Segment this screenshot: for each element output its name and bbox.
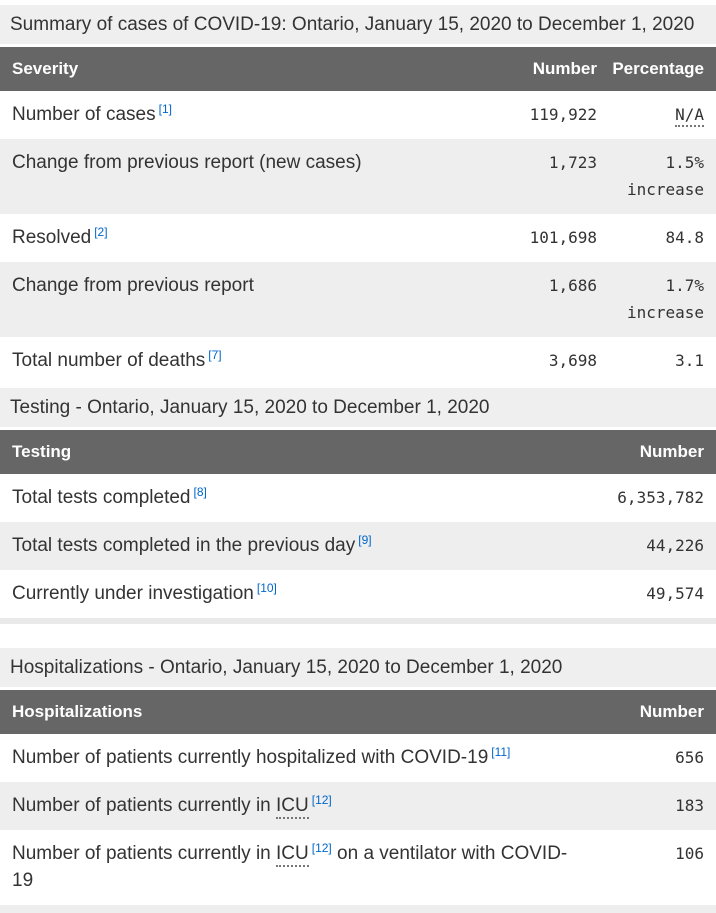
label-text: Total tests completed in the previous da… — [12, 535, 356, 556]
row-label: Currently under investigation [10] — [0, 570, 576, 618]
label-text: Number of cases — [12, 104, 156, 125]
column-header-number: Number — [485, 47, 597, 91]
table-row: Number of patients currently hospitalize… — [0, 734, 716, 782]
hospitalizations-section: Hospitalizations - Ontario, January 15, … — [0, 648, 716, 913]
footnote-link[interactable]: [10] — [256, 580, 277, 595]
label-text: Currently under investigation — [12, 583, 254, 604]
summary-header-row: Severity Number Percentage — [0, 47, 716, 91]
row-percentage-value: 1.5% increase — [626, 153, 704, 199]
partial-next-row — [0, 905, 716, 913]
row-percentage-value: 1.7% increase — [626, 276, 704, 322]
summary-table-caption: Summary of cases of COVID-19: Ontario, J… — [0, 5, 716, 44]
row-number-value: 106 — [675, 844, 704, 863]
table-row: Number of cases [1] 119,922 N/A — [0, 91, 716, 139]
row-label: Number of patients currently in ICU [12] — [0, 782, 576, 830]
row-number-value: 44,226 — [646, 536, 704, 555]
abbreviation[interactable]: N/A — [675, 105, 704, 127]
footnote-link[interactable]: [8] — [193, 484, 207, 499]
hospitalizations-table-caption: Hospitalizations - Ontario, January 15, … — [0, 648, 716, 687]
row-label: Resolved [2] — [0, 214, 485, 262]
footnote-link[interactable]: [11] — [491, 744, 511, 759]
row-number-value: 3,698 — [548, 351, 597, 370]
hospitalizations-table: Hospitalizations Number Number of patien… — [0, 690, 716, 905]
testing-header-row: Testing Number — [0, 430, 716, 474]
hospitalizations-header-row: Hospitalizations Number — [0, 690, 716, 734]
footnote-link[interactable]: [7] — [208, 347, 222, 362]
row-number-value: 656 — [675, 748, 704, 767]
row-label: Number of patients currently in ICU [12] … — [0, 830, 576, 905]
row-number-value: 49,574 — [646, 584, 704, 603]
footnote-link[interactable]: [1] — [158, 101, 172, 116]
column-header-testing: Testing — [0, 430, 576, 474]
testing-table-caption: Testing - Ontario, January 15, 2020 to D… — [0, 388, 716, 427]
label-text: Number of patients currently hospitalize… — [12, 747, 489, 768]
label-text: Number of patients currently in — [12, 795, 277, 816]
row-percentage-value: 84.8 — [665, 228, 704, 247]
row-percentage-value: 3.1 — [675, 351, 704, 370]
column-header-severity: Severity — [0, 47, 485, 91]
table-row: Total tests completed in the previous da… — [0, 522, 716, 570]
label-text: Number of patients currently in — [12, 843, 277, 864]
label-text: Resolved — [12, 227, 92, 248]
column-header-hospitalizations: Hospitalizations — [0, 690, 576, 734]
row-percentage-value: N/A — [597, 91, 716, 139]
table-row: Number of patients currently in ICU [12] 1… — [0, 782, 716, 830]
row-label: Change from previous report — [0, 262, 485, 337]
row-number-value: 1,723 — [548, 153, 597, 172]
row-label: Total tests completed [8] — [0, 474, 576, 522]
footnote-link[interactable]: [12] — [311, 840, 332, 855]
abbreviation[interactable]: ICU — [276, 795, 309, 819]
label-text: Change from previous report — [12, 275, 254, 296]
table-bottom-border — [0, 618, 716, 624]
label-text: Total tests completed — [12, 487, 191, 508]
row-number-value: 1,686 — [548, 276, 597, 295]
table-row: Change from previous report (new cases) 1… — [0, 139, 716, 214]
column-header-number: Number — [576, 430, 716, 474]
summary-of-cases-section: Summary of cases of COVID-19: Ontario, J… — [0, 5, 716, 385]
row-label: Change from previous report (new cases) — [0, 139, 485, 214]
table-row: Currently under investigation [10] 49,574 — [0, 570, 716, 618]
table-row: Total number of deaths [7] 3,698 3.1 — [0, 337, 716, 385]
testing-table: Testing Number Total tests completed [8] 6… — [0, 430, 716, 618]
row-number-value: 101,698 — [529, 228, 597, 247]
table-row: Total tests completed [8] 6,353,782 — [0, 474, 716, 522]
footnote-link[interactable]: [9] — [358, 532, 372, 547]
footnote-link[interactable]: [12] — [311, 792, 332, 807]
label-text: Total number of deaths — [12, 350, 206, 371]
row-label: Number of patients currently hospitalize… — [0, 734, 576, 782]
row-label: Number of cases [1] — [0, 91, 485, 139]
column-header-number: Number — [576, 690, 716, 734]
row-label: Total number of deaths [7] — [0, 337, 485, 385]
table-row: Number of patients currently in ICU [12] … — [0, 830, 716, 905]
table-row: Change from previous report 1,686 1.7% inc… — [0, 262, 716, 337]
abbreviation[interactable]: ICU — [276, 843, 309, 867]
row-number-value: 6,353,782 — [617, 488, 704, 507]
label-text: Change from previous report (new cases) — [12, 152, 362, 173]
footnote-link[interactable]: [2] — [94, 224, 108, 239]
row-label: Total tests completed in the previous da… — [0, 522, 576, 570]
summary-table: Severity Number Percentage Number of cas… — [0, 47, 716, 385]
testing-section: Testing - Ontario, January 15, 2020 to D… — [0, 388, 716, 624]
table-row: Resolved [2] 101,698 84.8 — [0, 214, 716, 262]
column-header-percentage: Percentage — [597, 47, 716, 91]
row-number-value: 119,922 — [529, 105, 597, 124]
row-number-value: 183 — [675, 796, 704, 815]
